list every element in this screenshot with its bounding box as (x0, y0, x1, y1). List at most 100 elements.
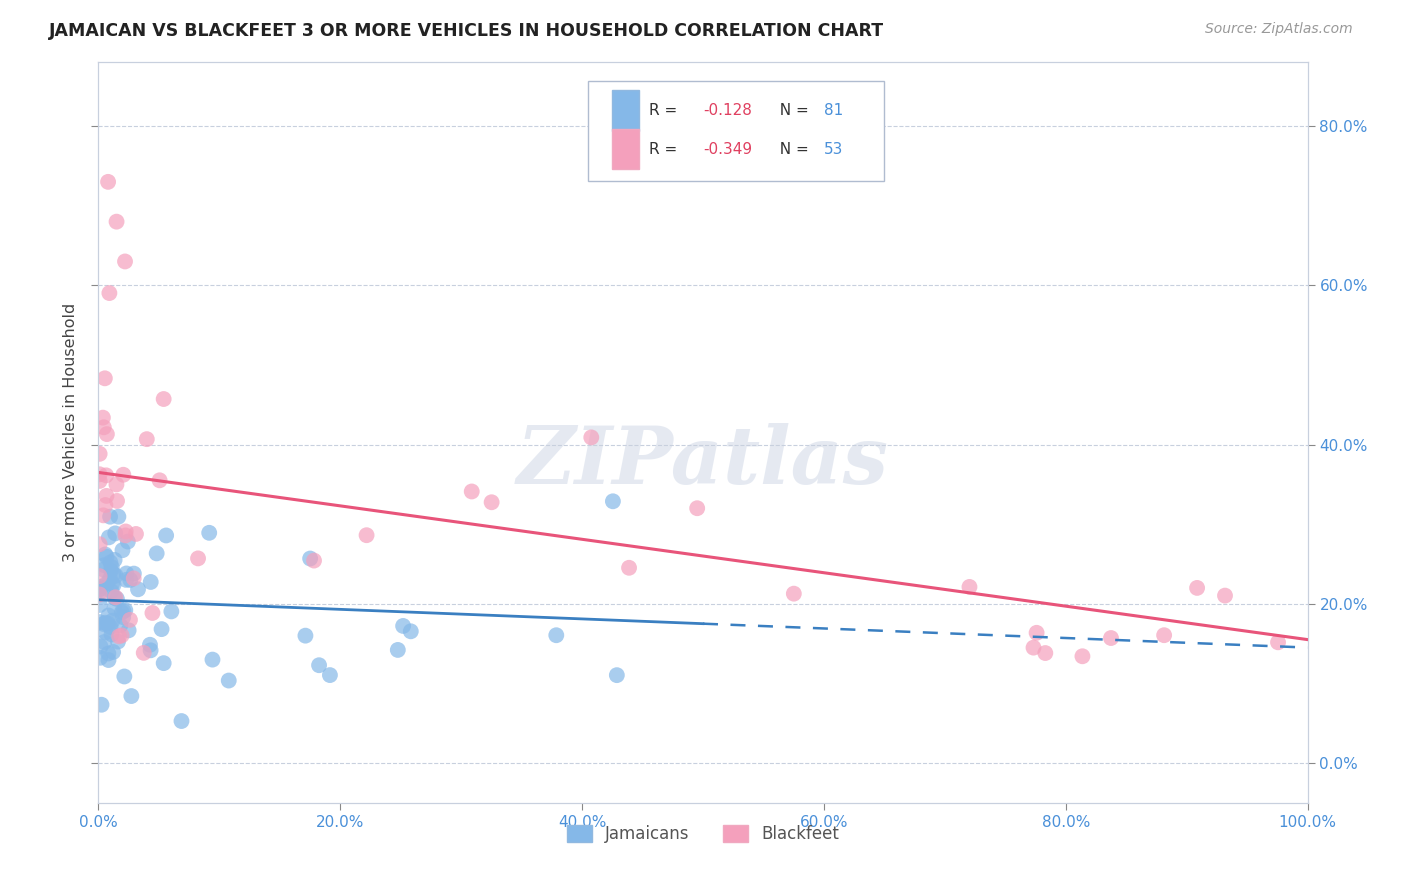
Point (97, 647, 120, 661)
Point (96, 489, 118, 503)
Point (783, 587, 806, 601)
Point (152, 656, 174, 670)
Point (218, 673, 240, 688)
Legend: Jamaicans, Blackfeet: Jamaicans, Blackfeet (560, 819, 846, 850)
Point (104, 526, 127, 541)
Point (96, 468, 118, 483)
Point (302, 553, 325, 567)
Point (150, 622, 173, 636)
Text: -0.349: -0.349 (703, 142, 752, 157)
Point (187, 551, 209, 566)
FancyBboxPatch shape (588, 81, 884, 181)
Point (94, 498, 117, 512)
Point (294, 629, 316, 643)
Bar (613, 90, 638, 131)
Point (104, 553, 127, 567)
Text: 81: 81 (824, 103, 844, 118)
Point (387, 643, 409, 657)
Point (1071, 649, 1094, 664)
Point (581, 430, 603, 444)
Point (91, 583, 114, 598)
Point (101, 645, 124, 659)
Point (93, 635, 115, 649)
Point (89, 582, 111, 596)
Point (122, 566, 145, 581)
Point (89, 474, 111, 488)
Bar (613, 128, 638, 169)
Point (98, 572, 121, 586)
Point (198, 525, 221, 540)
Point (105, 494, 128, 508)
Point (170, 714, 193, 728)
Point (89, 650, 111, 665)
Point (127, 582, 149, 597)
Point (1033, 646, 1056, 660)
Point (112, 669, 135, 683)
Text: R =: R = (648, 142, 682, 157)
Point (118, 613, 141, 627)
Point (103, 601, 125, 615)
Point (546, 628, 568, 642)
Point (107, 509, 129, 524)
Point (139, 638, 162, 652)
Point (104, 591, 127, 605)
Point (155, 528, 177, 542)
Point (114, 254, 136, 268)
Point (111, 605, 134, 619)
Point (105, 477, 128, 491)
Point (100, 620, 122, 634)
Point (112, 610, 135, 624)
Point (114, 603, 136, 617)
Text: R =: R = (648, 103, 682, 118)
Point (94, 615, 117, 630)
Point (94, 625, 117, 640)
Point (135, 432, 157, 446)
Point (89, 447, 111, 461)
Point (103, 566, 125, 581)
Point (399, 624, 422, 639)
Point (98, 509, 121, 524)
Point (132, 646, 155, 660)
Point (111, 543, 134, 558)
Point (959, 580, 981, 594)
Point (97, 608, 120, 623)
Point (94, 548, 117, 562)
Point (122, 571, 145, 585)
Y-axis label: 3 or more Vehicles in Household: 3 or more Vehicles in Household (63, 303, 79, 562)
Point (103, 591, 125, 605)
Point (89, 582, 111, 597)
Point (145, 546, 167, 560)
Point (105, 214, 128, 228)
Point (93, 420, 115, 434)
Point (139, 574, 162, 589)
Point (1025, 625, 1047, 640)
Point (97, 530, 120, 544)
Point (89, 598, 111, 612)
Point (110, 618, 132, 632)
Point (356, 528, 378, 542)
Text: Source: ZipAtlas.com: Source: ZipAtlas.com (1205, 22, 1353, 37)
Point (97, 653, 120, 667)
Point (101, 614, 124, 628)
Point (96, 427, 118, 442)
Point (392, 619, 415, 633)
Point (461, 484, 484, 499)
Text: N =: N = (769, 103, 813, 118)
Point (111, 628, 134, 642)
Point (149, 473, 172, 487)
Point (117, 624, 139, 638)
Text: 53: 53 (824, 142, 844, 157)
Point (1267, 635, 1289, 649)
Point (1099, 631, 1122, 645)
Point (152, 392, 174, 406)
Point (89, 569, 111, 583)
Point (141, 606, 163, 620)
Point (120, 689, 142, 703)
Text: N =: N = (769, 142, 813, 157)
Point (96, 576, 118, 591)
Point (100, 584, 122, 599)
Text: JAMAICAN VS BLACKFEET 3 OR MORE VEHICLES IN HOUSEHOLD CORRELATION CHART: JAMAICAN VS BLACKFEET 3 OR MORE VEHICLES… (49, 22, 884, 40)
Point (97, 616, 120, 631)
Point (114, 524, 136, 539)
Point (120, 573, 142, 587)
